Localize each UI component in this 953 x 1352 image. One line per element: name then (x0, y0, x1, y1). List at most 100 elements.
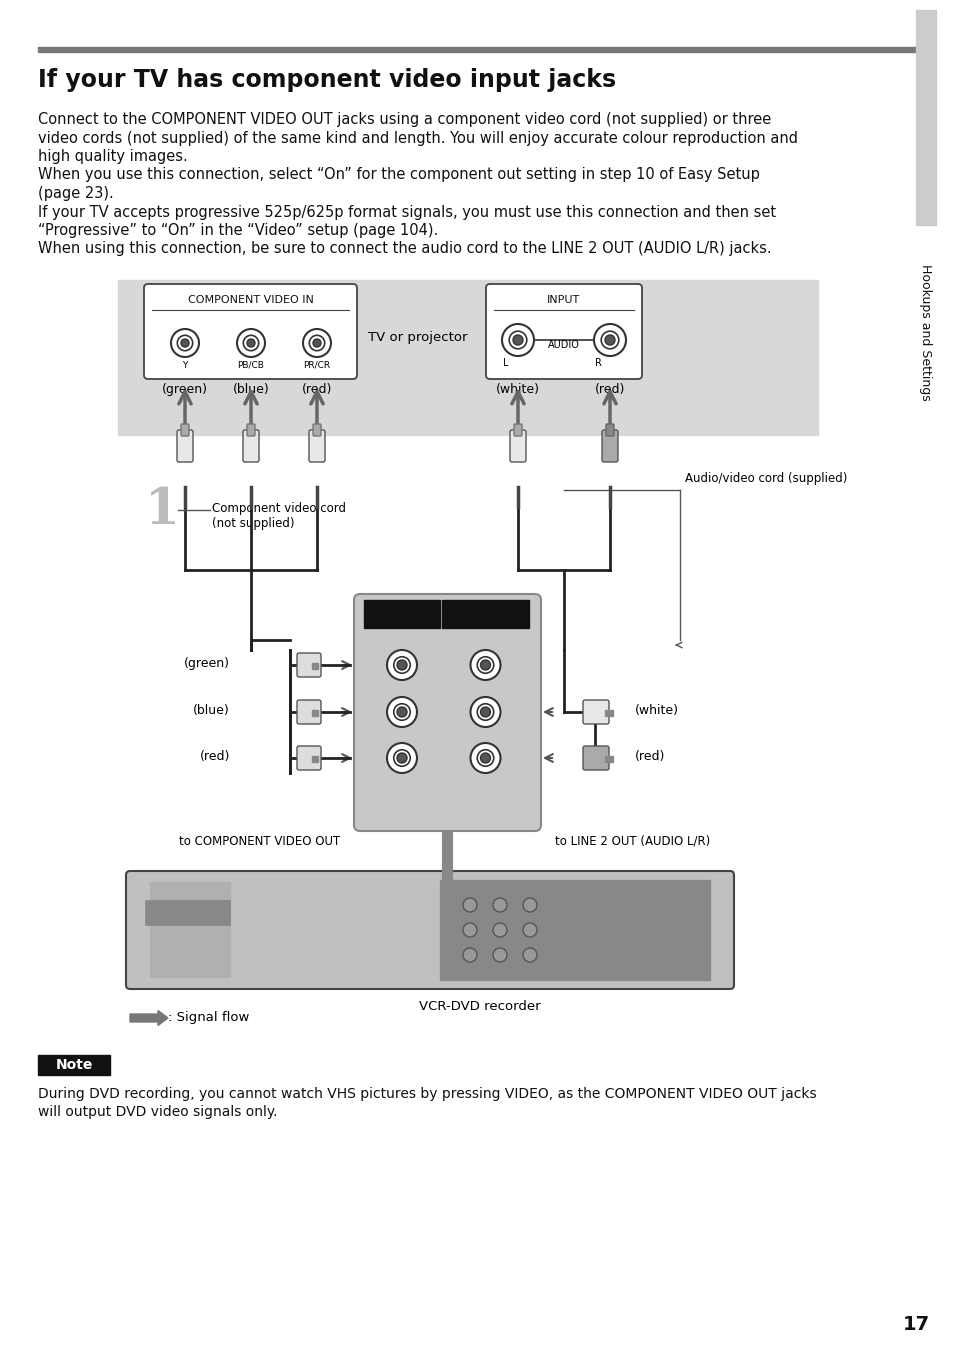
Bar (312, 756, 317, 763)
Text: Connect to the COMPONENT VIDEO OUT jacks using a component video cord (not suppl: Connect to the COMPONENT VIDEO OUT jacks… (38, 112, 770, 127)
FancyBboxPatch shape (181, 425, 189, 435)
Circle shape (462, 948, 476, 963)
FancyBboxPatch shape (309, 430, 325, 462)
Text: AUDIO: AUDIO (547, 339, 579, 350)
Text: Y: Y (182, 361, 188, 370)
Bar (441, 600, 529, 627)
Circle shape (396, 753, 407, 763)
Circle shape (493, 898, 506, 913)
Text: (green): (green) (162, 383, 208, 396)
Circle shape (394, 704, 410, 721)
FancyArrow shape (130, 1010, 168, 1026)
FancyBboxPatch shape (354, 594, 540, 831)
Text: When using this connection, be sure to connect the audio cord to the LINE 2 OUT : When using this connection, be sure to c… (38, 242, 771, 257)
FancyBboxPatch shape (601, 430, 618, 462)
Bar (604, 756, 613, 763)
Circle shape (470, 650, 500, 680)
FancyBboxPatch shape (313, 425, 320, 435)
Text: COMPONENT VIDEO IN: COMPONENT VIDEO IN (188, 295, 314, 306)
FancyBboxPatch shape (296, 653, 320, 677)
Circle shape (493, 923, 506, 937)
Text: If your TV has component video input jacks: If your TV has component video input jac… (38, 68, 616, 92)
FancyBboxPatch shape (247, 425, 254, 435)
Text: (white): (white) (635, 704, 679, 717)
Text: Note: Note (55, 1059, 92, 1072)
Circle shape (480, 660, 490, 671)
Text: L: L (483, 683, 487, 692)
Circle shape (387, 650, 416, 680)
FancyBboxPatch shape (296, 700, 320, 725)
Text: : Signal flow: : Signal flow (168, 1011, 249, 1025)
Text: PR/CR: PR/CR (390, 729, 414, 738)
FancyBboxPatch shape (514, 425, 521, 435)
Circle shape (594, 324, 625, 356)
Circle shape (522, 923, 537, 937)
FancyBboxPatch shape (605, 425, 614, 435)
Circle shape (243, 335, 258, 350)
Circle shape (396, 707, 407, 717)
Circle shape (462, 898, 476, 913)
Text: Audio/video cord (supplied): Audio/video cord (supplied) (684, 472, 846, 485)
Circle shape (387, 698, 416, 727)
Text: COMPONENT
VIDEO OUT: COMPONENT VIDEO OUT (376, 607, 427, 621)
Circle shape (480, 707, 490, 717)
FancyBboxPatch shape (177, 430, 193, 462)
Text: (red): (red) (199, 750, 230, 763)
Bar (118, 280, 817, 435)
Circle shape (394, 750, 410, 767)
Text: 17: 17 (902, 1315, 928, 1334)
Text: L: L (503, 358, 508, 368)
Circle shape (480, 753, 490, 763)
FancyBboxPatch shape (485, 284, 641, 379)
Text: If your TV accepts progressive 525p/625p format signals, you must use this conne: If your TV accepts progressive 525p/625p… (38, 204, 776, 219)
Text: PB/CB: PB/CB (390, 683, 413, 692)
Text: (red): (red) (301, 383, 332, 396)
Circle shape (181, 339, 189, 347)
Circle shape (476, 704, 494, 721)
Circle shape (387, 744, 416, 773)
Text: video cords (not supplied) of the same kind and length. You will enjoy accurate : video cords (not supplied) of the same k… (38, 131, 797, 146)
Text: Hookups and Settings: Hookups and Settings (919, 264, 931, 400)
Text: When you use this connection, select “On” for the component out setting in step : When you use this connection, select “On… (38, 168, 760, 183)
Bar (439, 880, 709, 980)
Circle shape (522, 948, 537, 963)
Circle shape (394, 657, 410, 673)
Circle shape (236, 329, 265, 357)
Text: VIDEO: VIDEO (473, 635, 497, 645)
Text: (green): (green) (184, 657, 230, 671)
Text: Y: Y (399, 635, 404, 645)
Text: LINE 2 OUT: LINE 2 OUT (461, 610, 509, 618)
Circle shape (522, 898, 537, 913)
Text: (blue): (blue) (193, 704, 230, 717)
FancyBboxPatch shape (582, 746, 608, 771)
FancyBboxPatch shape (582, 700, 608, 725)
Text: (red): (red) (594, 383, 624, 396)
Text: INPUT: INPUT (547, 295, 580, 306)
Text: to LINE 2 OUT (AUDIO L/R): to LINE 2 OUT (AUDIO L/R) (555, 836, 709, 848)
Text: 1: 1 (145, 485, 179, 534)
Circle shape (309, 335, 324, 350)
Text: During DVD recording, you cannot watch VHS pictures by pressing VIDEO, as the CO: During DVD recording, you cannot watch V… (38, 1087, 816, 1101)
Bar (38, 1055, 110, 1075)
Text: PR/CR: PR/CR (303, 361, 331, 370)
Circle shape (493, 948, 506, 963)
Bar (604, 710, 613, 717)
Text: will output DVD video signals only.: will output DVD video signals only. (38, 1105, 277, 1119)
Text: Component video cord
(not supplied): Component video cord (not supplied) (212, 502, 346, 530)
Circle shape (303, 329, 331, 357)
Text: (blue): (blue) (233, 383, 269, 396)
Circle shape (604, 335, 615, 345)
FancyBboxPatch shape (243, 430, 258, 462)
Bar (312, 662, 317, 669)
Circle shape (509, 331, 526, 349)
FancyBboxPatch shape (144, 284, 356, 379)
FancyBboxPatch shape (510, 430, 525, 462)
FancyBboxPatch shape (296, 746, 320, 771)
Circle shape (600, 331, 618, 349)
Circle shape (313, 339, 320, 347)
Circle shape (247, 339, 254, 347)
Circle shape (177, 335, 193, 350)
Circle shape (171, 329, 199, 357)
Text: to COMPONENT VIDEO OUT: to COMPONENT VIDEO OUT (178, 836, 339, 848)
Circle shape (470, 744, 500, 773)
